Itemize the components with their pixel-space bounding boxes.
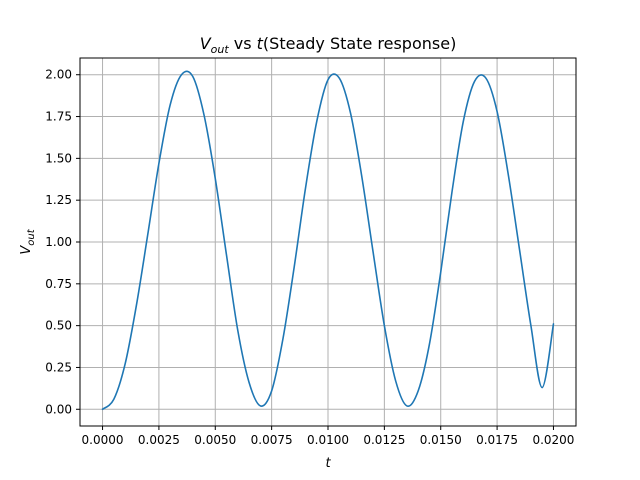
x-tick-label: 0.0050	[194, 433, 236, 447]
x-tick-label: 0.0025	[138, 433, 180, 447]
x-tick-label: 0.0125	[363, 433, 405, 447]
x-tick-label: 0.0075	[251, 433, 293, 447]
y-axis-label-subscript: out	[26, 228, 37, 245]
x-axis-ticks: 0.0000 0.0025 0.0050 0.0075 0.0100 0.0125 0.01…	[82, 426, 574, 447]
y-tick-label: 1.00	[45, 235, 72, 249]
title-vout-subscript: out	[211, 43, 230, 56]
grid-lines	[80, 58, 576, 426]
chart-title: Vout vs t(Steady State response)	[200, 34, 457, 56]
y-tick-label: 0.00	[45, 402, 72, 416]
title-t-symbol: t	[257, 34, 264, 53]
y-tick-label: 1.50	[45, 151, 72, 165]
x-tick-label: 0.0150	[420, 433, 462, 447]
x-tick-label: 0.0200	[532, 433, 574, 447]
x-tick-label: 0.0175	[476, 433, 518, 447]
title-suffix: (Steady State response)	[263, 34, 456, 53]
y-axis-label: Vout	[19, 228, 37, 254]
y-tick-label: 1.75	[45, 110, 72, 124]
y-tick-label: 0.75	[45, 277, 72, 291]
series-layer	[101, 70, 555, 411]
y-tick-label: 0.25	[45, 360, 72, 374]
y-axis-label-symbol: V	[19, 245, 34, 255]
x-axis-label: t	[325, 456, 331, 471]
x-tick-label: 0.0000	[82, 433, 124, 447]
vout-series-line	[101, 70, 555, 411]
title-vout-symbol: V	[200, 34, 212, 53]
y-tick-label: 2.00	[45, 68, 72, 82]
y-tick-label: 0.50	[45, 319, 72, 333]
y-axis-ticks: 0.00 0.25 0.50 0.75 1.00 1.25 1.50 1.75 2.00	[45, 68, 80, 416]
title-vs-text: vs	[229, 34, 257, 53]
x-tick-label: 0.0100	[307, 433, 349, 447]
y-tick-label: 1.25	[45, 193, 72, 207]
